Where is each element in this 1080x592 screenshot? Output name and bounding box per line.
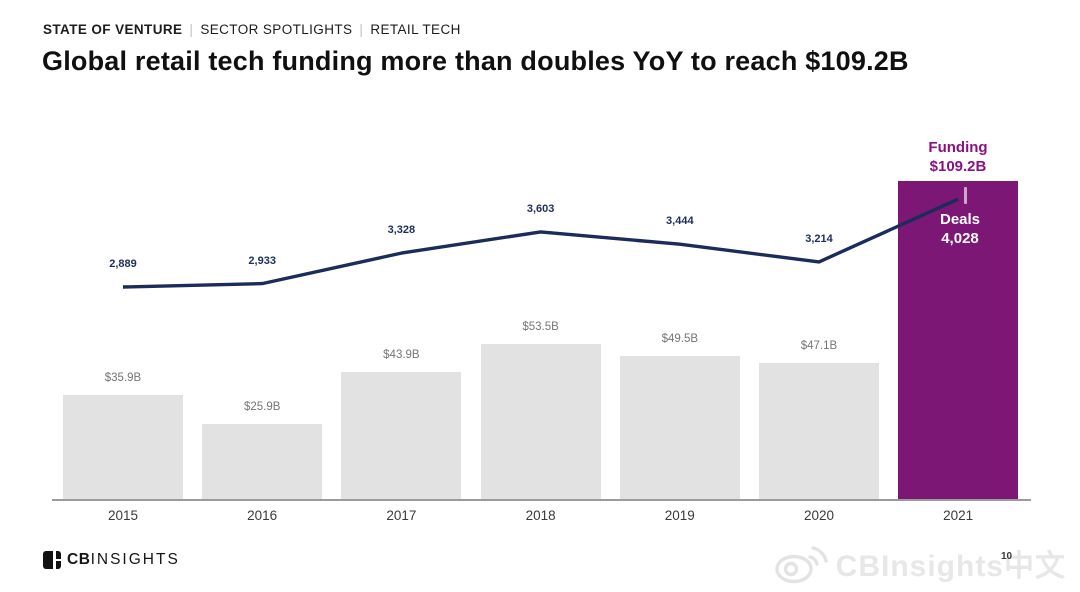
breadcrumb-separator: | xyxy=(359,22,364,37)
deal-count-label-2019: 3,444 xyxy=(666,215,694,228)
watermark-badge: 10 xyxy=(1001,551,1013,562)
x-tick-2019: 2019 xyxy=(664,508,695,523)
breadcrumb-sector-spotlights: SECTOR SPOTLIGHTS xyxy=(200,22,353,37)
bar-value-label-2016: $25.9B xyxy=(243,401,281,414)
funding-annotation: Funding $109.2B xyxy=(898,139,1018,176)
x-tick-2016: 2016 xyxy=(247,508,278,523)
bar-value-label-2017: $43.9B xyxy=(383,348,420,361)
deal-count-label-2017: 3,328 xyxy=(387,224,416,237)
cbinsights-logo-icon xyxy=(43,551,61,569)
line-endpoint-tick-icon xyxy=(964,187,967,204)
x-tick-2015: 2015 xyxy=(107,508,139,523)
deal-count-label-2016: 2,933 xyxy=(248,254,276,267)
weibo-icon xyxy=(774,546,828,584)
bar-value-label-2018: $53.5B xyxy=(522,320,559,333)
bar-2015 xyxy=(63,395,183,500)
funding-annotation-title: Funding xyxy=(928,139,988,156)
funding-annotation-value: $109.2B xyxy=(929,157,987,175)
x-tick-2017: 2017 xyxy=(386,508,417,523)
breadcrumb-retail-tech: RETAIL TECH xyxy=(370,22,461,37)
x-tick-2020: 2020 xyxy=(803,508,835,523)
bar-2017 xyxy=(341,371,462,500)
cbinsights-logo-text: CBINSIGHTS xyxy=(67,551,180,568)
deal-count-label-2020: 3,214 xyxy=(805,232,833,245)
bar-2019 xyxy=(619,355,740,500)
breadcrumb-separator: | xyxy=(189,22,194,37)
page-title: Global retail tech funding more than dou… xyxy=(42,46,909,76)
deals-annotation-value: 4,028 xyxy=(941,229,979,247)
breadcrumb-state-of-venture: STATE OF VENTURE xyxy=(43,22,183,37)
deal-count-label-2018: 3,603 xyxy=(526,202,555,215)
bar-2016 xyxy=(202,424,323,500)
watermark: CBInsights中文 xyxy=(772,540,1066,586)
bar-value-label-2015: $35.9B xyxy=(104,372,142,385)
deal-count-label-2015: 2,889 xyxy=(109,258,137,270)
x-tick-2018: 2018 xyxy=(525,508,556,523)
deals-annotation: Deals 4,028 xyxy=(899,211,1021,248)
bar-value-label-2019: $49.5B xyxy=(661,332,699,345)
cbinsights-logo: CBINSIGHTS xyxy=(43,551,180,569)
bar-2018 xyxy=(480,343,601,500)
breadcrumb: STATE OF VENTURE | SECTOR SPOTLIGHTS | RETAI… xyxy=(43,22,461,37)
bar-value-label-2020: $47.1B xyxy=(800,339,838,352)
deals-annotation-title: Deals xyxy=(939,211,981,228)
x-axis-line xyxy=(52,499,1031,501)
x-tick-2021: 2021 xyxy=(943,508,974,523)
watermark-text: CBInsights中文 xyxy=(835,550,1066,583)
bar-2020 xyxy=(759,362,879,500)
